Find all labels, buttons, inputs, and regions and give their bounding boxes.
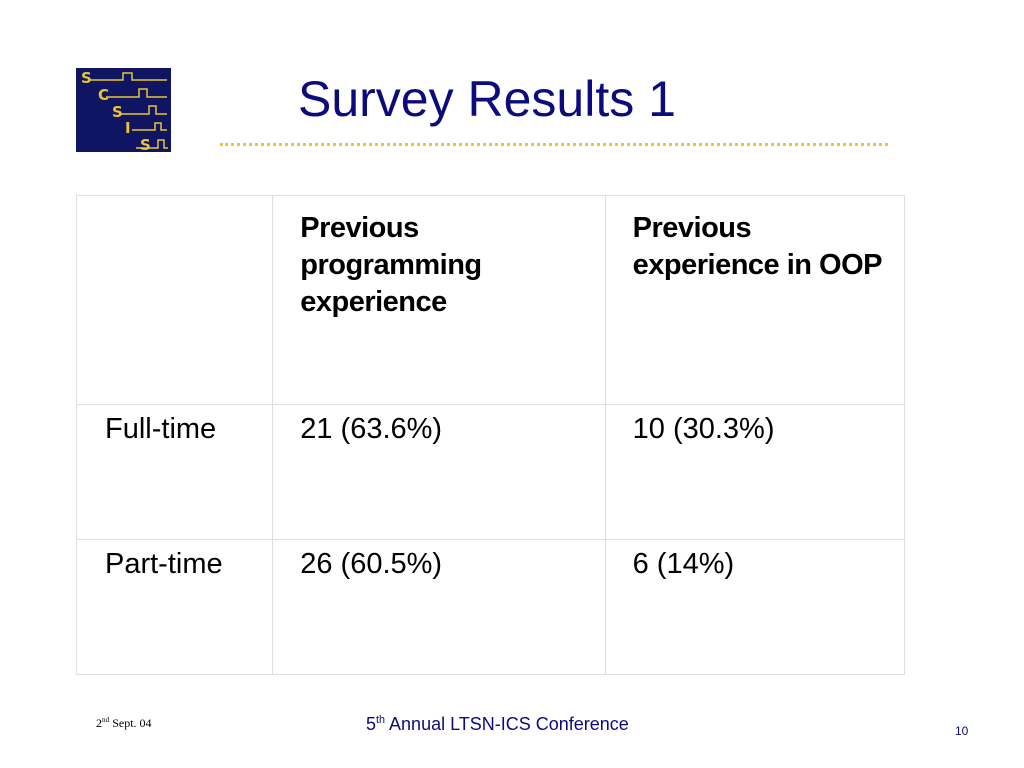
logo-letter-i: I — [125, 119, 131, 137]
cell-part-time-oop: 6 (14%) — [604, 539, 906, 675]
page-number: 10 — [955, 724, 969, 738]
logo-letter-s3: S — [140, 136, 151, 152]
table-row-part-time: Part-time 26 (60.5%) 6 (14%) — [75, 539, 906, 675]
footer-conference-number: 5 — [366, 714, 377, 734]
table-header-oop: Previous experience in OOP — [604, 195, 906, 405]
table-header-row: Previous programming experience Previous… — [75, 195, 906, 405]
logo-letter-c: C — [98, 86, 109, 104]
footer-date-suffix: nd — [102, 716, 110, 724]
scsis-logo: S C S I S — [76, 68, 171, 152]
cell-full-time-programming: 21 (63.6%) — [272, 404, 606, 540]
logo-letter-s2: S — [112, 103, 123, 121]
scsis-logo-graphic: S C S I S — [76, 68, 171, 152]
row-label-part-time: Part-time — [75, 539, 274, 675]
footer-conference-rest: Annual LTSN-ICS Conference — [385, 714, 629, 734]
footer-conference-suffix: th — [376, 714, 386, 726]
row-label-full-time: Full-time — [75, 404, 274, 540]
table-header-corner — [75, 195, 274, 405]
table-header-programming: Previous programming experience — [272, 195, 606, 405]
footer-date-rest: Sept. 04 — [109, 716, 152, 730]
survey-results-table: Previous programming experience Previous… — [75, 195, 906, 675]
footer-date-day: 2 — [96, 716, 102, 730]
logo-letter-s1: S — [81, 69, 92, 87]
title-underline — [220, 143, 888, 146]
slide-title: Survey Results 1 — [298, 71, 676, 127]
cell-part-time-programming: 26 (60.5%) — [272, 539, 606, 675]
footer-conference: 5th Annual LTSN-ICS Conference — [366, 714, 629, 735]
table-row-full-time: Full-time 21 (63.6%) 10 (30.3%) — [75, 404, 906, 540]
footer-date: 2nd Sept. 04 — [96, 716, 152, 731]
cell-full-time-oop: 10 (30.3%) — [604, 404, 906, 540]
